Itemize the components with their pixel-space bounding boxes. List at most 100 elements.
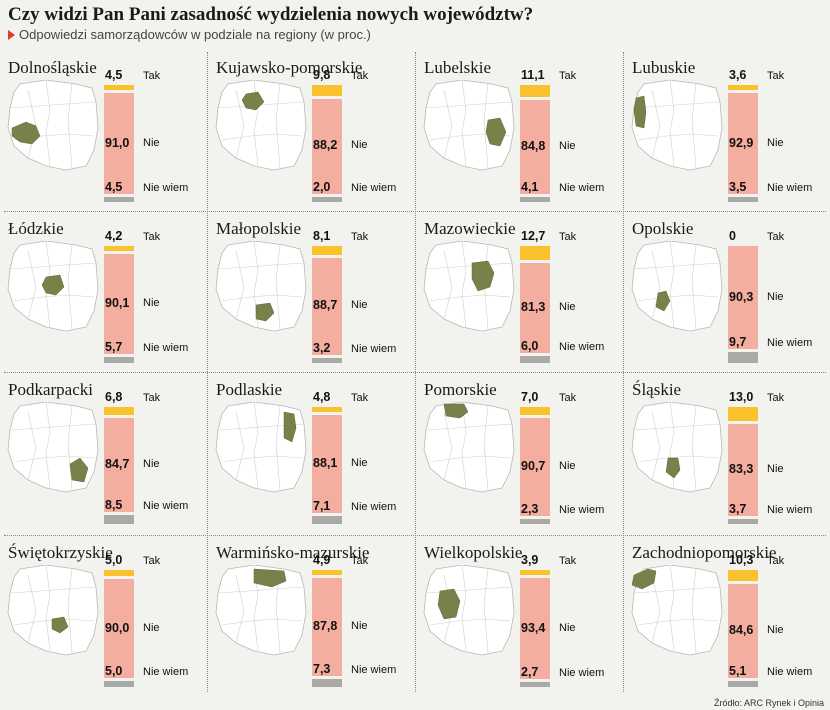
province-border <box>461 241 467 328</box>
value-nie: 84,7 <box>105 456 130 471</box>
province-border <box>651 250 661 320</box>
value-tak: 4,8 <box>313 390 331 404</box>
region-panel: Łódzkie 4,2 Tak 90,1 Nie 5,7 Nie wiem <box>0 213 207 368</box>
value-nie: 90,7 <box>521 458 546 473</box>
province-border <box>633 423 721 431</box>
province-border <box>483 568 489 654</box>
province-border <box>235 250 245 320</box>
bar-nie <box>728 424 758 516</box>
value-nie: 90,0 <box>105 620 130 635</box>
bar-nie-wiem <box>312 516 342 524</box>
province-border <box>461 402 467 489</box>
bar-nie <box>104 417 134 512</box>
highlighted-region <box>241 91 265 111</box>
poland-map <box>631 241 723 332</box>
province-border <box>217 262 305 270</box>
bar-nie <box>104 578 134 679</box>
region-name: Lubelskie <box>424 58 492 77</box>
bar-nie-wiem <box>728 519 758 524</box>
country-outline <box>215 80 307 171</box>
bar-nie <box>312 415 342 514</box>
label-tak: Tak <box>559 70 577 82</box>
label-nie-wiem: Nie wiem <box>767 504 813 516</box>
highlighted-region <box>253 568 287 588</box>
label-nie-wiem: Nie wiem <box>559 182 605 194</box>
province-border <box>45 402 51 489</box>
province-border <box>669 241 675 328</box>
province-border <box>67 83 73 169</box>
province-border <box>637 133 719 141</box>
region-name: Małopolskie <box>216 219 301 238</box>
province-border <box>67 568 73 654</box>
country-outline <box>631 402 723 493</box>
province-border <box>235 574 245 644</box>
label-nie-wiem: Nie wiem <box>351 182 397 194</box>
poland-map <box>423 402 515 493</box>
province-border <box>275 244 281 330</box>
region-panel: Mazowieckie 12,7 Tak 81,3 Nie 6,0 Nie wiem <box>416 213 623 368</box>
province-border <box>483 405 489 491</box>
province-border <box>429 618 511 626</box>
value-nie: 83,3 <box>729 462 754 477</box>
region-name: Lubuskie <box>632 58 696 77</box>
province-border <box>235 89 245 159</box>
value-nie-wiem: 2,3 <box>521 502 539 516</box>
label-nie-wiem: Nie wiem <box>143 666 189 679</box>
province-border <box>27 574 37 644</box>
value-nie-wiem: 5,7 <box>105 339 123 354</box>
value-tak: 8,1 <box>313 229 331 243</box>
column-separator <box>623 52 624 692</box>
region-name: Podkarpacki <box>8 380 93 399</box>
bar-nie <box>728 246 758 350</box>
province-border <box>425 262 513 270</box>
province-border <box>633 262 721 270</box>
region-panel: Lubuskie 3,6 Tak 92,9 Nie 3,5 Nie wiem <box>624 52 830 207</box>
province-border <box>425 423 513 431</box>
province-border <box>27 250 37 320</box>
region-panel: Dolnośląskie 4,5 Tak 91,0 Nie 4,5 Nie wiem <box>0 52 207 207</box>
column-separator <box>207 52 208 692</box>
province-border <box>429 294 511 302</box>
label-nie: Nie <box>767 463 784 476</box>
province-border <box>235 411 245 481</box>
province-border <box>637 294 719 302</box>
value-nie: 81,3 <box>521 300 546 315</box>
value-nie: 88,7 <box>313 298 338 313</box>
bar-tak <box>520 570 550 575</box>
highlighted-region <box>41 274 65 296</box>
label-nie: Nie <box>559 140 576 153</box>
bar-tak <box>104 85 134 90</box>
highlighted-region <box>631 568 657 590</box>
poland-map <box>7 241 99 332</box>
value-tak: 3,6 <box>729 68 747 82</box>
label-nie-wiem: Nie wiem <box>767 337 813 350</box>
source-note: Źródło: ARC Rynek i Opinia <box>713 698 824 708</box>
value-tak: 4,2 <box>105 229 123 243</box>
bar-nie-wiem <box>312 358 342 363</box>
label-nie: Nie <box>351 620 368 633</box>
label-nie: Nie <box>767 290 784 303</box>
value-tak: 0 <box>729 229 736 243</box>
province-border <box>9 423 97 431</box>
province-border <box>461 80 467 167</box>
value-nie-wiem: 5,1 <box>729 664 747 679</box>
highlighted-region <box>11 121 41 145</box>
province-border <box>651 89 661 159</box>
region-name: Świętokrzyskie <box>8 543 113 562</box>
bar-nie-wiem <box>520 197 550 202</box>
region-panel: Podlaskie 4,8 Tak 88,1 Nie 7,1 Nie wiem <box>208 374 415 529</box>
region-name: Zachodniopomorskie <box>632 543 777 562</box>
bar-tak <box>728 407 758 422</box>
label-nie: Nie <box>143 457 160 470</box>
bar-nie-wiem <box>312 197 342 202</box>
province-border <box>45 80 51 167</box>
value-tak: 10,3 <box>729 553 754 567</box>
country-outline <box>423 565 515 656</box>
value-nie: 91,0 <box>105 135 130 150</box>
bar-nie-wiem <box>728 681 758 687</box>
province-border <box>27 411 37 481</box>
bar-nie-wiem <box>104 681 134 687</box>
province-border <box>691 405 697 491</box>
poland-map <box>631 402 723 493</box>
